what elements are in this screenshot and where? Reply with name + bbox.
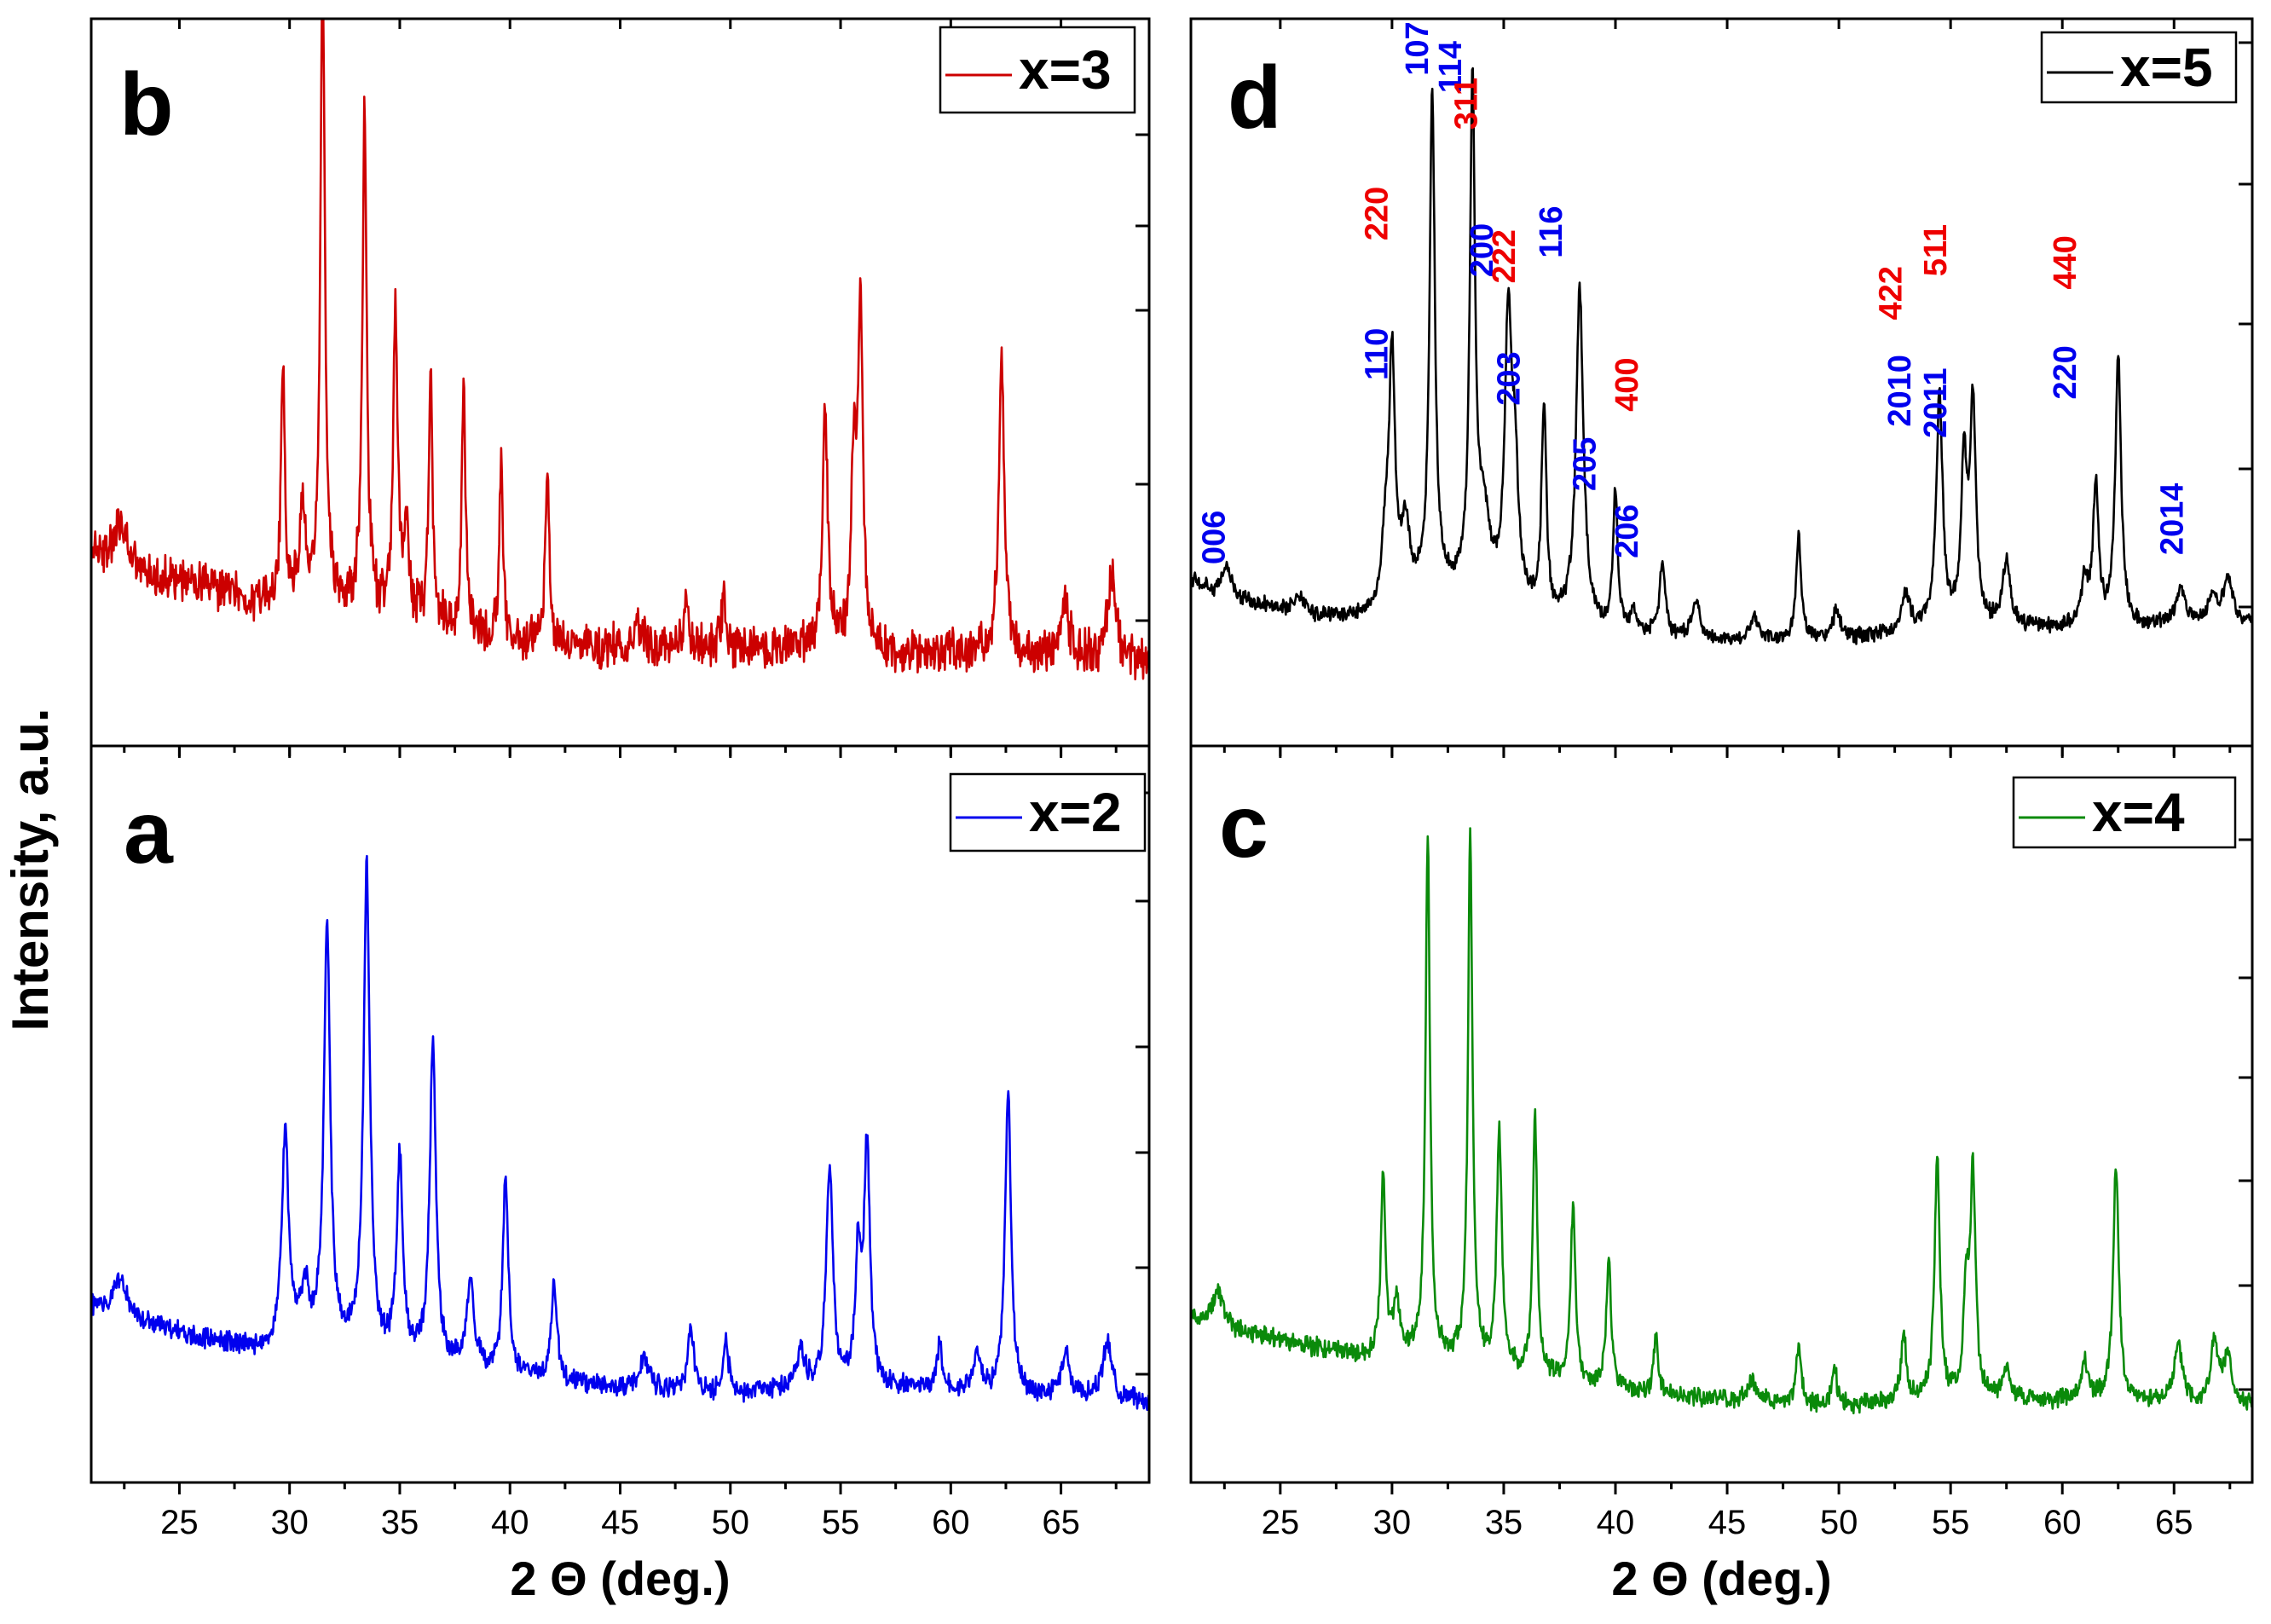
panel-label-a: a	[124, 783, 174, 882]
panel-label-d: d	[1228, 49, 1282, 147]
peak-index-label: 203	[1491, 351, 1527, 405]
legend-c: x=4	[2012, 776, 2237, 849]
legend-box	[939, 26, 1136, 114]
x-tick-label: 55	[1932, 1504, 1970, 1541]
peak-index-label: 440	[2048, 235, 2083, 289]
peak-index-label: 400	[1609, 357, 1645, 411]
legend-text: x=4	[2092, 782, 2185, 843]
panel-a: 25 30 35 40 45 50 55 60 65 2 Θ (deg.) a x=2	[90, 744, 1151, 1605]
x-tick-label: 50	[1820, 1504, 1858, 1541]
legend-text: x=2	[1029, 782, 1122, 843]
x-tick-label: 45	[1708, 1504, 1747, 1541]
peak-index-label: 311	[1449, 78, 1485, 130]
panel-label-b: b	[119, 55, 174, 154]
peak-index-label: 222	[1487, 229, 1523, 283]
x-tick-label: 30	[270, 1504, 309, 1541]
peak-index-label: 205	[1567, 437, 1603, 491]
legend-b: x=3	[939, 26, 1136, 114]
x-tick-label: 25	[160, 1504, 199, 1541]
xrd-trace-a	[91, 854, 1149, 1412]
plot-frame-c	[1189, 744, 2254, 1484]
legend-box	[2040, 31, 2238, 104]
plot-frame-a	[90, 744, 1151, 1484]
legend-a: x=2	[949, 772, 1147, 852]
xrd-trace-c	[1191, 827, 2252, 1415]
panels-layer: b x=3 25 30 35 40 45 50 55 60 65 2 Θ (deg.) a x=2 d x=5…	[90, 17, 2254, 1605]
peak-index-label: 200	[1465, 223, 1500, 277]
x-tick-label: 65	[1042, 1504, 1080, 1541]
x-tick-label: 50	[712, 1504, 750, 1541]
x-tick-label: 55	[822, 1504, 860, 1541]
x-tick-label: 40	[491, 1504, 529, 1541]
peak-index-label: 422	[1874, 266, 1910, 320]
x-tick-label: 65	[2155, 1504, 2193, 1541]
x-tick-label: 60	[932, 1504, 970, 1541]
legend-box	[949, 772, 1147, 852]
legend-box	[2012, 776, 2237, 849]
peak-index-label: 114	[1433, 41, 1469, 93]
legend-text: x=3	[1019, 39, 1112, 101]
x-axis-label: 2 Θ (deg.)	[510, 1552, 730, 1605]
x-tick-label: 45	[601, 1504, 639, 1541]
x-tick-label: 35	[1485, 1504, 1523, 1541]
panel-b: b x=3	[90, 17, 1151, 758]
legend-text: x=5	[2120, 37, 2213, 98]
peak-index-label: 206	[1609, 504, 1645, 558]
peak-index-label: 220	[1360, 187, 1396, 240]
x-tick-label: 25	[1262, 1504, 1300, 1541]
legend-d: x=5	[2040, 31, 2238, 104]
x-tick-label: 60	[2043, 1504, 2082, 1541]
peak-index-label: 107	[1400, 21, 1436, 75]
peak-index-label: 511	[1918, 224, 1954, 276]
peak-index-label: 110	[1360, 328, 1396, 380]
xrd-trace-b	[91, 19, 1149, 681]
peak-index-label: 006	[1196, 511, 1232, 564]
peak-index-label: 116	[1534, 205, 1569, 257]
xrd-trace-d	[1191, 66, 2252, 645]
peak-index-label: 2014	[2155, 483, 2191, 556]
x-axis-label: 2 Θ (deg.)	[1611, 1552, 1831, 1605]
panel-c: 25 30 35 40 45 50 55 60 65 2 Θ (deg.) c x=4	[1189, 744, 2254, 1605]
x-tick-label: 35	[381, 1504, 419, 1541]
peak-index-label: 2011	[1918, 367, 1954, 437]
peak-index-label: 220	[2048, 345, 2083, 399]
x-tick-label: 40	[1597, 1504, 1635, 1541]
y-axis-label: Intensity, a.u.	[2, 708, 59, 1032]
panel-label-c: c	[1219, 777, 1268, 876]
x-tick-label: 30	[1373, 1504, 1412, 1541]
peak-index-label: 2010	[1882, 355, 1918, 427]
